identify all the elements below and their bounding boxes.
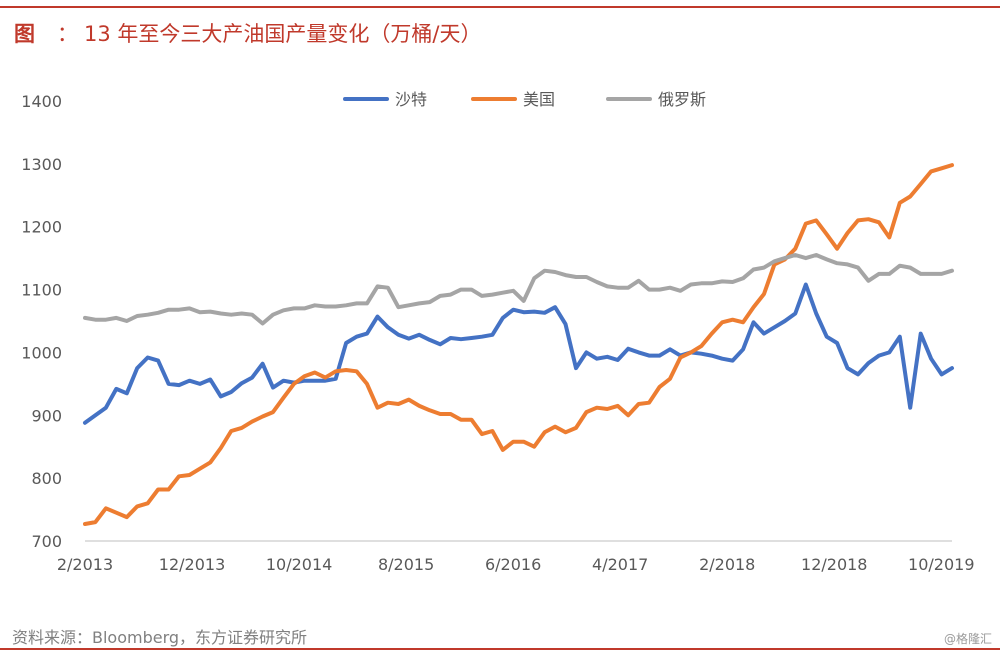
x-tick-label: 2/2013: [57, 555, 113, 574]
series-line: [83, 282, 954, 425]
legend-label: 沙特: [395, 90, 427, 109]
y-tick-label: 1200: [21, 218, 62, 237]
series-line: [83, 163, 954, 526]
y-tick-label: 1400: [21, 92, 62, 111]
figure-label: 图: [14, 22, 35, 46]
watermark: @格隆汇: [943, 632, 992, 646]
y-tick-label: 800: [31, 469, 62, 488]
y-tick-label: 700: [31, 532, 62, 551]
figure-colon: ：: [57, 22, 78, 46]
x-tick-label: 4/2017: [592, 555, 648, 574]
line-chart: 700 800 900 1000 1100 1200 1300 1400 2/2013 12/20…: [21, 90, 974, 574]
figure-title-text: 13 年至今三大产油国产量变化（万桶/天）: [84, 22, 482, 46]
x-tick-label: 8/2015: [378, 555, 434, 574]
x-tick-label: 10/2019: [908, 555, 974, 574]
series-line: [83, 253, 954, 326]
top-rule: [0, 6, 1000, 8]
bottom-rule: [0, 648, 1000, 650]
y-tick-label: 1000: [21, 343, 62, 362]
y-tick-label: 900: [31, 406, 62, 425]
legend-label: 俄罗斯: [658, 90, 706, 109]
y-tick-label: 1300: [21, 155, 62, 174]
source-note: 资料来源：Bloomberg，东方证券研究所: [12, 628, 308, 647]
x-tick-label: 12/2018: [801, 555, 867, 574]
chart-title: 图 ： 13 年至今三大产油国产量变化（万桶/天）: [14, 18, 481, 48]
x-tick-label: 10/2014: [266, 555, 332, 574]
x-tick-label: 12/2013: [159, 555, 225, 574]
legend-label: 美国: [523, 90, 555, 109]
x-tick-label: 6/2016: [485, 555, 541, 574]
x-tick-label: 2/2018: [699, 555, 755, 574]
y-tick-label: 1100: [21, 281, 62, 300]
